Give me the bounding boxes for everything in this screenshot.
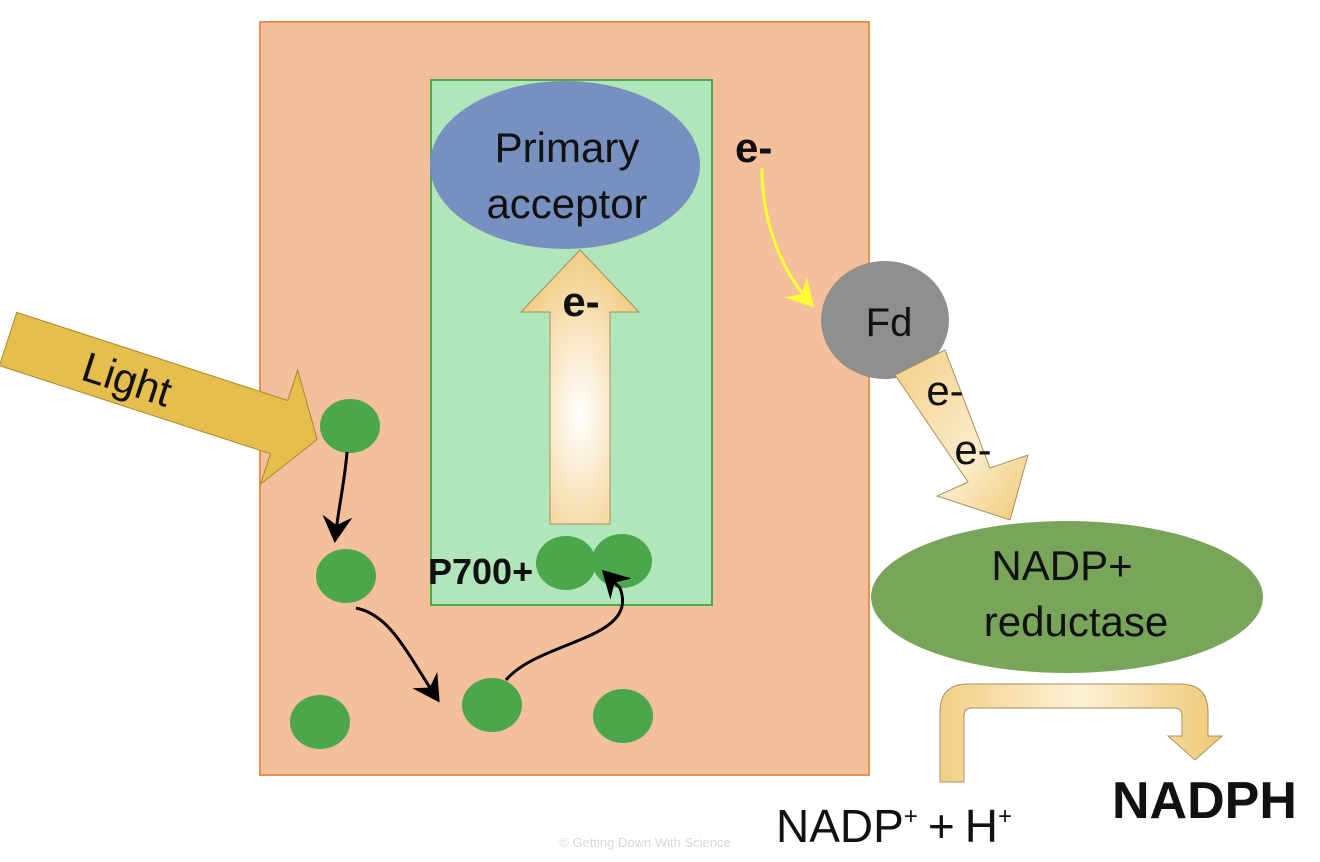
electron-path-arrow <box>760 167 815 308</box>
pigment-molecule <box>593 689 653 743</box>
pigment-molecule <box>316 549 376 603</box>
primary-acceptor <box>430 81 700 249</box>
nadp-reductase <box>871 521 1263 673</box>
product-label: NADPH <box>1112 772 1297 830</box>
energy-transfer-arrow <box>322 451 353 543</box>
electron-transfer-arrow <box>894 349 1029 521</box>
electron-transfer-label-2: e- <box>954 426 991 473</box>
electron-up-label: e- <box>562 278 599 325</box>
nadp-reductase-label-line1: NADP+ <box>991 542 1132 589</box>
p700-pigment <box>592 534 652 588</box>
ferredoxin <box>821 261 949 379</box>
light-arrow <box>0 311 318 486</box>
p700-pigment <box>536 536 596 590</box>
ferredoxin-label: Fd <box>866 301 913 345</box>
pigment-molecule <box>462 678 522 732</box>
electron-label: e- <box>735 124 772 171</box>
primary-acceptor-label-line1: Primary <box>495 124 640 171</box>
energy-transfer-arrow <box>355 606 440 703</box>
primary-acceptor-label-line2: acceptor <box>486 180 647 227</box>
pigment-molecule <box>290 695 350 749</box>
reactant-label: NADP+ + H+ <box>776 800 1012 852</box>
watermark: © Getting Down With Science <box>559 835 730 850</box>
electron-up-arrow <box>519 249 641 525</box>
nadp-reductase-label-line2: reductase <box>984 598 1168 645</box>
pigment-molecule <box>320 399 380 453</box>
p700-label: P700+ <box>428 551 533 592</box>
reaction-arrow <box>939 683 1224 783</box>
electron-transfer-label-1: e- <box>926 367 963 414</box>
energy-transfer-arrow <box>504 569 632 681</box>
